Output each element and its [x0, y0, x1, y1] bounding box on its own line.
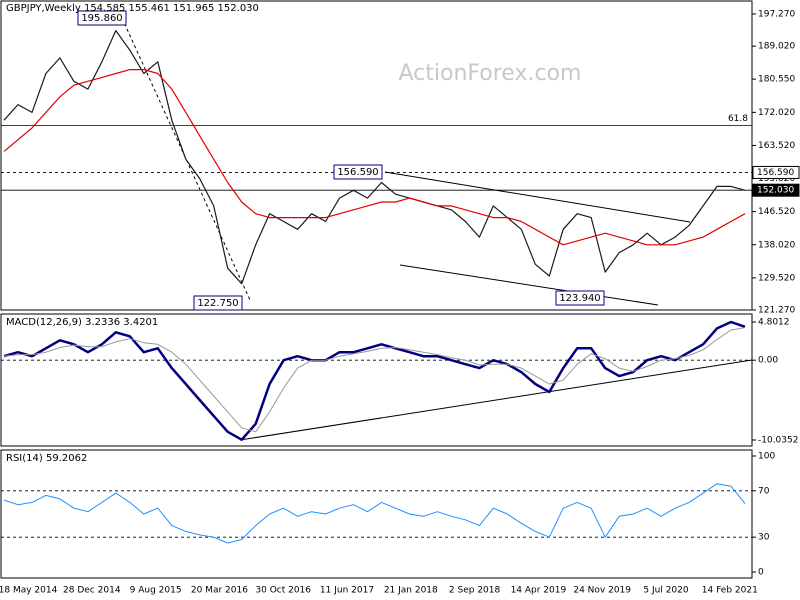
trend-line — [239, 359, 753, 441]
trend-line — [384, 171, 691, 223]
trend-line — [121, 17, 251, 301]
annotation: 156.590 — [337, 167, 378, 178]
price-panel — [0, 0, 753, 311]
macd-panel — [0, 313, 753, 447]
y-tick-label: 146.520 — [758, 207, 795, 217]
y-tick-label: 0 — [758, 568, 764, 578]
level-label: 61.8 — [728, 114, 748, 124]
annotation-box — [77, 10, 127, 26]
annotation: 195.860 — [81, 13, 122, 24]
panel-title: RSI(14) 59.2062 — [6, 453, 87, 464]
x-tick-label: 18 May 2014 — [0, 586, 58, 596]
level-tag-label: 152.030 — [757, 186, 794, 196]
panel-title: GBPJPY,Weekly 154.585 155.461 151.965 15… — [6, 3, 259, 14]
x-tick-label: 24 Nov 2019 — [573, 586, 631, 596]
series-line — [3, 483, 746, 544]
level-tag — [752, 183, 800, 197]
series-line — [3, 327, 746, 433]
trend-line — [399, 264, 659, 306]
annotation: 122.750 — [197, 298, 238, 309]
annotation: 123.940 — [559, 293, 600, 304]
series-line — [3, 69, 746, 246]
y-tick-label: 4.8012 — [758, 318, 790, 328]
x-tick-label: 30 Oct 2016 — [255, 586, 311, 596]
annotation-box — [193, 295, 243, 311]
y-tick-label: 172.020 — [758, 108, 795, 118]
series-line — [3, 30, 746, 285]
y-tick-label: 180.550 — [758, 75, 795, 85]
x-tick-label: 2 Sep 2018 — [449, 586, 501, 596]
y-tick-label: 155.020 — [758, 174, 795, 184]
watermark: ActionForex.com — [399, 61, 582, 86]
level-tag — [752, 165, 800, 179]
y-tick-label: 129.520 — [758, 273, 795, 283]
y-tick-label: 163.520 — [758, 141, 795, 151]
y-tick-label: 70 — [758, 486, 770, 496]
y-tick-label: 197.270 — [758, 10, 795, 20]
y-tick-label: 100 — [758, 452, 775, 462]
y-tick-label: 121.270 — [758, 306, 795, 316]
panel-title: MACD(12,26,9) 3.2336 3.4201 — [6, 317, 158, 328]
y-tick-label: 138.020 — [758, 240, 795, 250]
level-tag-label: 156.590 — [757, 168, 794, 178]
x-tick-label: 14 Feb 2021 — [702, 586, 758, 596]
y-tick-label: -10.0352 — [758, 436, 798, 446]
x-tick-label: 21 Jan 2018 — [384, 586, 438, 596]
annotation-box — [555, 290, 605, 306]
annotation-box — [333, 164, 383, 180]
series-line — [3, 320, 746, 441]
x-tick-label: 28 Dec 2014 — [63, 586, 121, 596]
x-tick-label: 9 Aug 2015 — [130, 586, 182, 596]
y-tick-label: 30 — [758, 533, 770, 543]
y-tick-label: 189.020 — [758, 42, 795, 52]
x-tick-label: 5 Jul 2020 — [643, 586, 688, 596]
x-tick-label: 20 Mar 2016 — [191, 586, 248, 596]
x-tick-label: 11 Jun 2017 — [320, 586, 374, 596]
rsi-panel — [0, 449, 753, 579]
y-tick-label: 0.00 — [758, 356, 778, 366]
x-tick-label: 14 Apr 2019 — [511, 586, 567, 596]
